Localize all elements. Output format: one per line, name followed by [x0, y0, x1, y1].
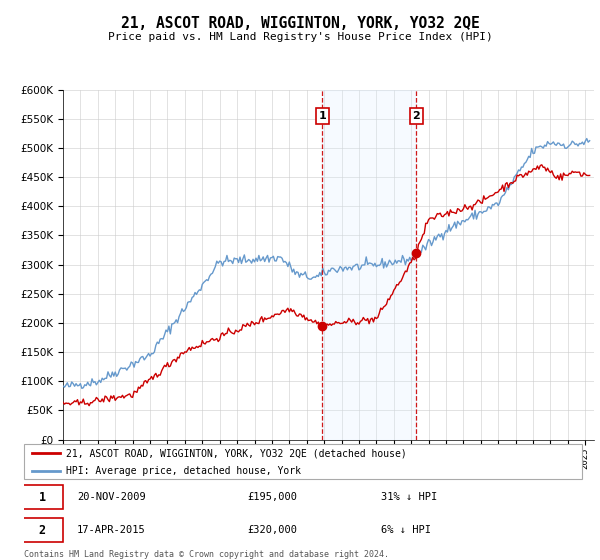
Bar	[322, 90, 416, 440]
Text: 2: 2	[412, 111, 420, 121]
Text: £320,000: £320,000	[247, 525, 297, 535]
Text: Price paid vs. HM Land Registry's House Price Index (HPI): Price paid vs. HM Land Registry's House …	[107, 32, 493, 43]
Text: Contains HM Land Registry data © Crown copyright and database right 2024.
This d: Contains HM Land Registry data © Crown c…	[24, 550, 389, 560]
Text: £195,000: £195,000	[247, 492, 297, 502]
FancyBboxPatch shape	[21, 486, 63, 509]
Text: HPI: Average price, detached house, York: HPI: Average price, detached house, York	[66, 466, 301, 476]
Text: 21, ASCOT ROAD, WIGGINTON, YORK, YO32 2QE: 21, ASCOT ROAD, WIGGINTON, YORK, YO32 2Q…	[121, 16, 479, 31]
Text: 31% ↓ HPI: 31% ↓ HPI	[381, 492, 437, 502]
Text: 17-APR-2015: 17-APR-2015	[77, 525, 146, 535]
Text: 2: 2	[39, 524, 46, 536]
Text: 21, ASCOT ROAD, WIGGINTON, YORK, YO32 2QE (detached house): 21, ASCOT ROAD, WIGGINTON, YORK, YO32 2Q…	[66, 449, 407, 459]
FancyBboxPatch shape	[24, 444, 582, 479]
FancyBboxPatch shape	[21, 519, 63, 542]
Text: 1: 1	[319, 111, 326, 121]
Text: 20-NOV-2009: 20-NOV-2009	[77, 492, 146, 502]
Text: 1: 1	[39, 491, 46, 504]
Text: 6% ↓ HPI: 6% ↓ HPI	[381, 525, 431, 535]
